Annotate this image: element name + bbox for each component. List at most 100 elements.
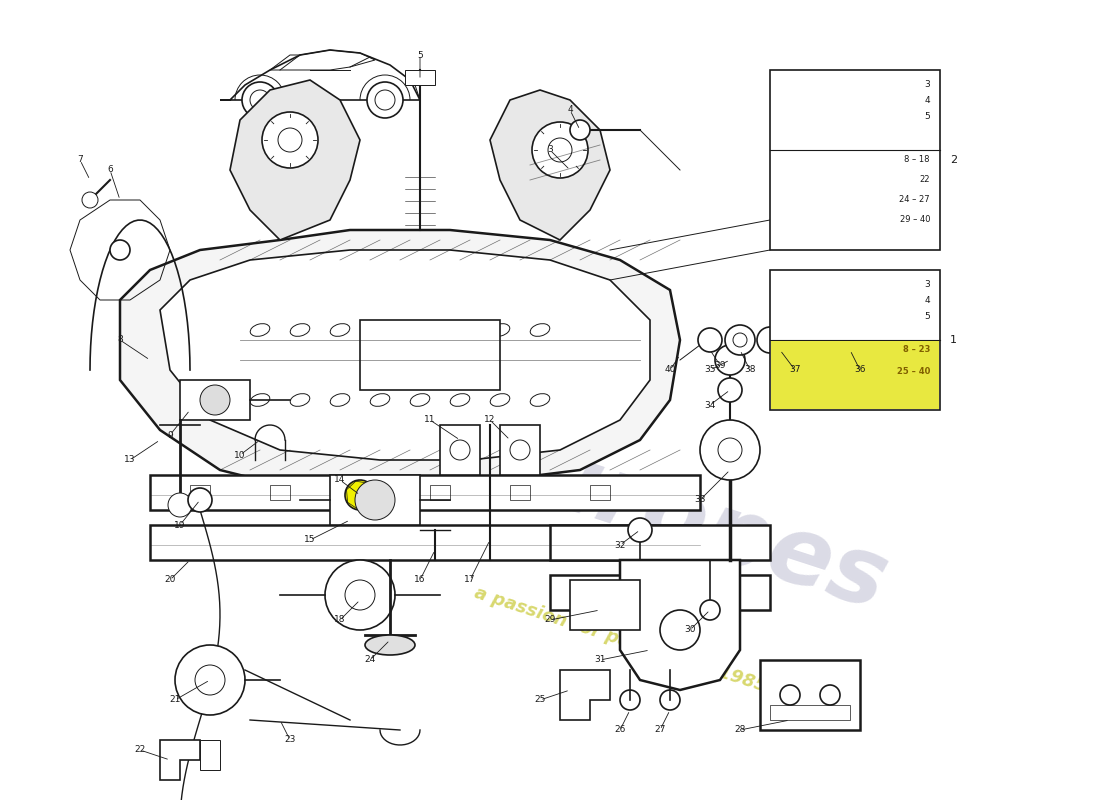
Text: 22: 22	[920, 175, 929, 184]
Text: 4: 4	[924, 96, 930, 105]
Text: 21: 21	[169, 695, 180, 705]
Polygon shape	[120, 230, 680, 490]
Bar	[360, 320, 500, 390]
Circle shape	[367, 82, 403, 118]
Text: 29: 29	[544, 615, 556, 625]
Text: 25 – 40: 25 – 40	[896, 367, 929, 376]
Bar	[500, 425, 540, 475]
Text: 16: 16	[415, 575, 426, 585]
Bar	[405, 70, 435, 85]
Bar	[590, 485, 610, 500]
Text: 3: 3	[924, 280, 930, 289]
Polygon shape	[760, 660, 860, 730]
Bar	[330, 475, 420, 525]
Text: 7: 7	[77, 155, 82, 165]
Text: 6: 6	[107, 166, 113, 174]
Text: europes: europes	[461, 410, 899, 630]
Text: 38: 38	[745, 366, 756, 374]
Bar	[270, 485, 290, 500]
Text: 3: 3	[924, 80, 930, 89]
Circle shape	[620, 690, 640, 710]
Text: 4: 4	[568, 106, 573, 114]
Circle shape	[757, 327, 783, 353]
Text: 36: 36	[855, 366, 866, 374]
Text: 9: 9	[167, 430, 173, 439]
Text: 1: 1	[950, 335, 957, 345]
Polygon shape	[490, 90, 610, 240]
Circle shape	[355, 480, 395, 520]
Text: 19: 19	[174, 521, 186, 530]
Circle shape	[110, 240, 130, 260]
Polygon shape	[560, 670, 610, 720]
Text: 32: 32	[614, 541, 626, 550]
Bar	[350, 485, 370, 500]
Text: 29 – 40: 29 – 40	[900, 215, 930, 224]
Bar	[770, 705, 850, 720]
Circle shape	[700, 600, 720, 620]
Text: 12: 12	[484, 415, 496, 425]
Bar	[550, 525, 770, 560]
Text: 4: 4	[924, 296, 930, 305]
Polygon shape	[230, 80, 360, 240]
Text: 31: 31	[594, 655, 606, 665]
Bar	[190, 485, 210, 500]
Text: a passion for parts since 1985: a passion for parts since 1985	[472, 584, 769, 696]
Bar	[840, 325, 865, 355]
Text: 8: 8	[117, 335, 123, 345]
Text: 28: 28	[735, 726, 746, 734]
Bar	[430, 485, 450, 500]
Polygon shape	[160, 740, 200, 780]
Circle shape	[175, 645, 245, 715]
Text: 34: 34	[704, 401, 716, 410]
Circle shape	[345, 480, 375, 510]
Text: 26: 26	[614, 726, 626, 734]
Bar	[770, 270, 940, 410]
Text: 2: 2	[950, 155, 957, 165]
Text: 3: 3	[547, 146, 553, 154]
Circle shape	[725, 325, 755, 355]
Text: 20: 20	[164, 575, 176, 585]
Bar	[570, 580, 640, 630]
Text: 5: 5	[417, 50, 422, 59]
Bar	[510, 485, 530, 500]
Circle shape	[200, 385, 230, 415]
Bar	[440, 425, 480, 475]
Bar	[550, 575, 770, 610]
Circle shape	[324, 560, 395, 630]
Text: 40: 40	[664, 366, 675, 374]
Text: 5: 5	[924, 312, 930, 321]
Circle shape	[718, 378, 743, 402]
Text: 24: 24	[364, 655, 375, 665]
Bar	[770, 70, 940, 250]
Text: 17: 17	[464, 575, 475, 585]
Polygon shape	[200, 740, 220, 770]
Circle shape	[188, 488, 212, 512]
Bar	[180, 380, 250, 420]
Polygon shape	[160, 250, 650, 460]
Text: 24 – 27: 24 – 27	[900, 195, 930, 204]
Circle shape	[570, 120, 590, 140]
Circle shape	[628, 518, 652, 542]
Circle shape	[700, 420, 760, 480]
Text: 37: 37	[790, 366, 801, 374]
Text: 5: 5	[924, 112, 930, 121]
Text: 18: 18	[334, 615, 345, 625]
Text: 14: 14	[334, 475, 345, 485]
Text: 27: 27	[654, 726, 666, 734]
Bar	[150, 525, 700, 560]
Text: 33: 33	[694, 495, 706, 505]
Text: 15: 15	[305, 535, 316, 545]
Circle shape	[82, 192, 98, 208]
Text: 39: 39	[714, 361, 726, 370]
Bar	[771, 341, 939, 409]
Text: 30: 30	[684, 626, 695, 634]
Text: 25: 25	[535, 695, 546, 705]
Text: 35: 35	[704, 366, 716, 374]
Circle shape	[715, 345, 745, 375]
Circle shape	[660, 690, 680, 710]
Text: 10: 10	[234, 450, 245, 459]
Ellipse shape	[365, 635, 415, 655]
Text: 8 – 18: 8 – 18	[904, 155, 930, 164]
Text: 8 – 23: 8 – 23	[903, 345, 929, 354]
Bar	[150, 475, 700, 510]
